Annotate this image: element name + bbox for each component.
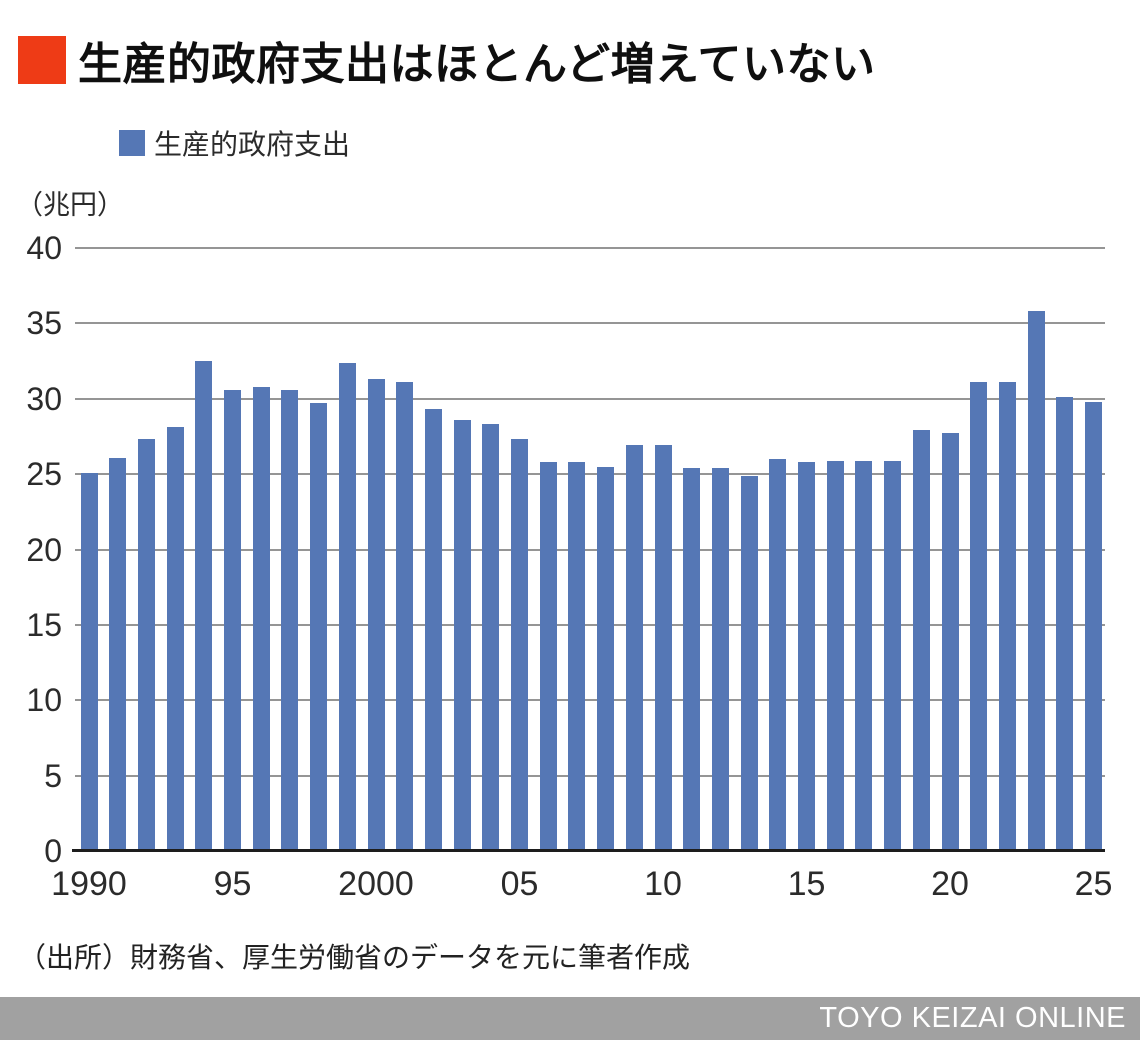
bar-1999: [338, 362, 356, 851]
bar-1998: [310, 403, 328, 851]
bar-2001: [396, 382, 414, 851]
bar-2023: [1027, 311, 1045, 851]
bar-1995: [224, 389, 241, 851]
x-tick-label-25: 25: [1074, 865, 1113, 903]
plot-area: 1990 95 2000 05 10 15 20 25: [51, 247, 1112, 903]
bar-2007: [568, 462, 586, 851]
gridline-20: [75, 548, 1105, 551]
x-axis-line: [72, 849, 1105, 852]
bar-2019: [912, 430, 930, 851]
x-tick-label-15: 15: [787, 865, 826, 903]
bar-2011: [683, 468, 701, 851]
title-accent-square: [18, 36, 66, 84]
x-tick-label-10: 10: [644, 865, 682, 903]
gridline-15: [75, 623, 1105, 626]
gridline-35: [75, 322, 1105, 325]
y-tick-label-25: 25: [26, 456, 62, 493]
bar-2021: [970, 382, 988, 851]
bar-1992: [137, 439, 155, 851]
gridline-25: [75, 473, 1105, 476]
footer-brand-text: TOYO KEIZAI ONLINE: [819, 1002, 1126, 1034]
bar-2005: [511, 439, 528, 851]
legend-swatch: [119, 130, 145, 156]
y-axis-unit-label: （兆円）: [16, 190, 124, 220]
bar-2017: [855, 460, 873, 851]
bar-2022: [998, 382, 1016, 851]
gridline-10: [75, 699, 1105, 702]
bar-1990: [80, 472, 98, 851]
y-tick-label-30: 30: [26, 380, 62, 417]
bar-2025: [1085, 401, 1102, 851]
bar-2009: [625, 445, 643, 851]
bar-2018: [884, 460, 902, 851]
bar-2013: [740, 475, 758, 851]
y-tick-label-20: 20: [26, 531, 62, 568]
gridline-5: [75, 774, 1105, 777]
y-tick-label-15: 15: [26, 606, 62, 643]
bar-2002: [424, 409, 442, 851]
chart-legend: 生産的政府支出: [119, 123, 350, 163]
page-title: 生産的政府支出はほとんど増えていない: [78, 40, 876, 89]
footer-bar: TOYO KEIZAI ONLINE: [0, 997, 1140, 1040]
y-tick-label-35: 35: [26, 305, 62, 342]
source-note: （出所）財務省、厚生労働省のデータを元に筆者作成: [18, 942, 691, 973]
bar-1994: [195, 361, 213, 851]
legend-label: 生産的政府支出: [154, 129, 351, 160]
gridline-30: [75, 397, 1105, 400]
bar-2006: [539, 462, 557, 851]
y-tick-label-5: 5: [44, 757, 62, 794]
bar-2020: [941, 433, 959, 851]
bar-1991: [109, 457, 127, 851]
x-tick-label-2000: 2000: [338, 865, 414, 903]
y-tick-label-10: 10: [26, 682, 62, 719]
bar-1996: [252, 386, 270, 851]
bar-2004: [482, 424, 500, 851]
y-tick-label-40: 40: [26, 230, 62, 266]
y-tick-label-0: 0: [44, 833, 62, 869]
bar-1993: [166, 427, 184, 851]
bar-2015: [798, 462, 815, 851]
gridline-40: [75, 247, 1105, 249]
bar-2010: [654, 445, 672, 851]
bar-1997: [281, 389, 299, 851]
bar-2008: [597, 466, 615, 851]
chart-header: 生産的政府支出はほとんど増えていない: [18, 28, 875, 92]
x-tick-label-20: 20: [931, 865, 969, 903]
bar-2012: [711, 468, 729, 851]
bar-2014: [769, 459, 787, 851]
x-tick-label-95: 95: [213, 865, 252, 903]
bar-2016: [826, 460, 844, 851]
x-tick-label-05: 05: [500, 865, 539, 903]
bar-2003: [453, 419, 471, 851]
x-tick-label-1990: 1990: [51, 865, 127, 903]
bar-2024: [1056, 397, 1074, 851]
bar-2000: [367, 379, 385, 851]
